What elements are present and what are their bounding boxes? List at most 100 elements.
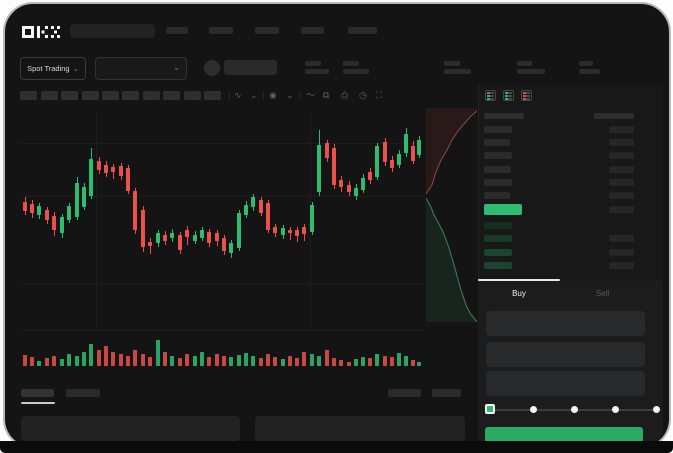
slider-stop[interactable] — [653, 406, 660, 413]
line-tool-icon[interactable]: 〜 — [306, 90, 316, 100]
candle-body — [396, 154, 401, 165]
indicators-icon[interactable]: ◉ — [269, 90, 277, 100]
volume-bar — [280, 359, 285, 366]
interval-button-6[interactable] — [122, 91, 139, 100]
ask-price[interactable] — [484, 152, 512, 159]
slider-stop[interactable] — [530, 406, 537, 413]
divider: | — [262, 90, 265, 100]
bid-price[interactable] — [484, 262, 512, 269]
stat-value-1 — [305, 69, 329, 74]
order-field-2[interactable] — [486, 342, 645, 367]
interval-button-3[interactable] — [61, 91, 78, 100]
ask-price[interactable] — [484, 126, 512, 133]
volume-bar — [236, 355, 241, 366]
indicators-chevron-icon[interactable]: ⌄ — [286, 90, 294, 100]
fullscreen-icon[interactable]: ⛶ — [376, 90, 383, 100]
buy-submit-button[interactable] — [485, 427, 643, 443]
bid-price[interactable] — [484, 235, 512, 242]
nav-item-4[interactable] — [301, 27, 324, 34]
candle-body — [51, 216, 56, 230]
search-input[interactable] — [70, 24, 155, 38]
volume-bar — [316, 356, 321, 366]
stat-label-2 — [343, 61, 359, 66]
stat-label-4 — [517, 61, 532, 66]
bottom-tab-1[interactable] — [21, 389, 54, 397]
candle-body — [44, 210, 49, 220]
candle-body — [353, 188, 358, 196]
volume-bar — [410, 360, 415, 366]
volume-bar — [346, 362, 351, 366]
slider-stop[interactable] — [571, 406, 578, 413]
volume-bar — [353, 359, 358, 366]
order-field-1[interactable] — [486, 311, 645, 336]
bottom-action-1[interactable] — [388, 389, 421, 397]
nav-item-2[interactable] — [209, 27, 233, 34]
compare-icon[interactable]: ⧉ — [323, 90, 330, 100]
camera-icon[interactable]: ⎙ — [341, 90, 349, 100]
gridline-h — [20, 196, 425, 197]
ask-total — [609, 152, 634, 159]
volume-bar — [250, 356, 255, 366]
ask-total — [609, 179, 634, 186]
interval-button-10[interactable] — [204, 91, 221, 100]
volume-bar — [22, 355, 27, 366]
bid-price[interactable] — [484, 222, 512, 229]
volume-bar — [74, 356, 79, 366]
chart-type-chevron-icon[interactable]: ⌄ — [250, 90, 258, 100]
ask-price[interactable] — [484, 166, 511, 173]
volume-bar — [416, 362, 421, 366]
orderbook-asks-icon[interactable] — [521, 90, 532, 101]
candle-body — [81, 187, 86, 207]
volume-bar — [199, 352, 204, 366]
divider: | — [228, 90, 231, 100]
interval-button-5[interactable] — [102, 91, 119, 100]
volume-bar — [132, 350, 137, 366]
last-price-badge[interactable] — [484, 204, 522, 215]
interval-button-7[interactable] — [143, 91, 160, 100]
bottom-action-2[interactable] — [432, 389, 461, 397]
chart-type-icon[interactable]: ∿ — [234, 90, 242, 100]
volume-bar — [403, 356, 408, 366]
stat-value-3 — [444, 69, 471, 74]
candle-body — [59, 217, 64, 233]
candle-body — [382, 142, 387, 162]
interval-button-1[interactable] — [20, 91, 37, 100]
nav-item-5[interactable] — [348, 27, 377, 34]
bid-price[interactable] — [484, 249, 512, 256]
interval-button-4[interactable] — [82, 91, 99, 100]
candle-body — [316, 145, 321, 192]
amount-slider-handle[interactable] — [485, 404, 495, 414]
ask-price[interactable] — [484, 192, 510, 199]
stat-label-3 — [444, 61, 460, 66]
orderbook-bids-icon[interactable] — [503, 90, 514, 101]
nav-item-1[interactable] — [166, 27, 188, 34]
nav-item-3[interactable] — [255, 27, 279, 34]
candle-body — [221, 238, 226, 251]
stat-value-4 — [517, 69, 545, 74]
candle-body — [118, 166, 123, 176]
interval-button-9[interactable] — [184, 91, 201, 100]
candlestick-chart[interactable] — [20, 110, 426, 332]
candle-body — [184, 230, 189, 237]
candle-body — [324, 143, 329, 158]
market-type-selector[interactable]: Spot Trading ⌄ — [20, 57, 86, 80]
order-field-3[interactable] — [486, 371, 645, 396]
pair-selector-dropdown[interactable]: ⌄ — [95, 57, 187, 80]
volume-bar — [162, 352, 167, 366]
interval-button-2[interactable] — [41, 91, 58, 100]
tab-buy[interactable]: Buy — [512, 288, 526, 298]
okx-logo[interactable] — [22, 25, 64, 43]
volume-bar — [301, 352, 306, 366]
ask-price[interactable] — [484, 139, 510, 146]
slider-stop[interactable] — [612, 406, 619, 413]
orderbook-combined-icon[interactable] — [485, 90, 496, 101]
volume-bar — [214, 354, 219, 366]
volume-bar — [192, 356, 197, 366]
volume-bar — [44, 358, 49, 366]
ask-price[interactable] — [484, 179, 512, 186]
bottom-tab-2[interactable] — [66, 389, 100, 397]
history-icon[interactable]: ◷ — [359, 90, 367, 100]
volume-bar — [169, 356, 174, 366]
interval-button-8[interactable] — [163, 91, 180, 100]
tab-sell[interactable]: Sell — [595, 288, 610, 298]
